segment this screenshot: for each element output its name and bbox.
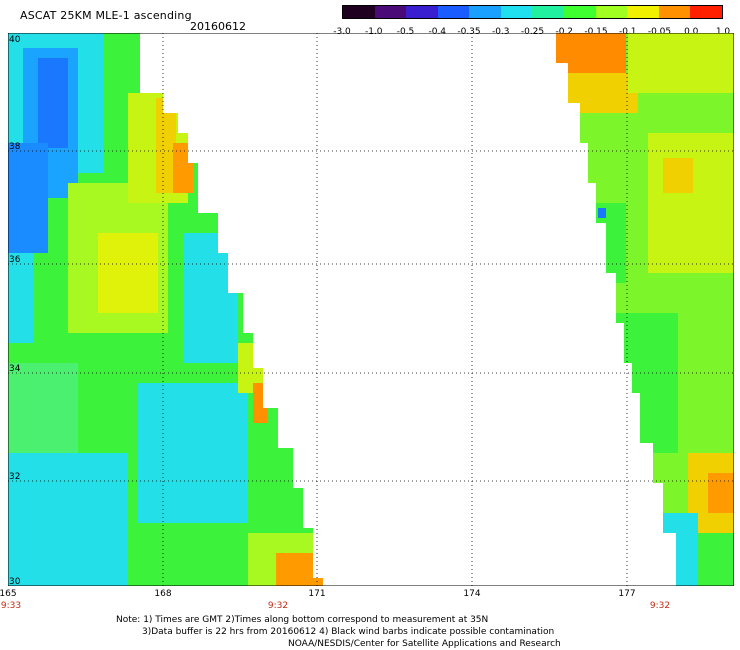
color-scale-label: -0.25 — [520, 27, 545, 37]
color-scale-bar — [342, 5, 723, 19]
note-line-2: 3)Data buffer is 22 hrs from 20160612 4)… — [142, 627, 555, 637]
lon-tick-label: 177 — [618, 589, 635, 599]
color-scale-segment — [564, 6, 596, 18]
color-scale-segment — [406, 6, 438, 18]
lat-tick-label: 38 — [9, 142, 21, 152]
product-title: ASCAT 25KM MLE-1 ascending — [20, 9, 192, 22]
color-scale-label: 0.0 — [684, 27, 699, 37]
swath-left — [8, 33, 323, 586]
color-scale-label: -0.3 — [491, 27, 510, 37]
lat-tick-label: 30 — [9, 577, 21, 586]
color-scale-segment — [658, 6, 691, 18]
color-scale-label: 1.0 — [715, 27, 731, 37]
color-scale-segment — [374, 6, 407, 18]
color-scale-segment — [532, 6, 565, 18]
color-scale-segment — [627, 6, 659, 18]
lat-tick-label: 40 — [9, 35, 21, 45]
color-scale-label: -0.35 — [457, 27, 481, 37]
note-line-3: NOAA/NESDIS/Center for Satellite Applica… — [288, 639, 561, 649]
color-scale-label: -0.1 — [618, 27, 637, 37]
color-scale-segment — [469, 6, 501, 18]
note-line-1: Note: 1) Times are GMT 2)Times along bot… — [116, 615, 489, 625]
color-scale-segment — [595, 6, 628, 18]
swath-right — [556, 33, 734, 586]
axis-labels-bottom: 165 168 171 174 177 9:33 9:32 9:32 — [0, 589, 670, 611]
lon-tick-label: 174 — [463, 589, 480, 599]
color-scale-label: -3.0 — [333, 27, 351, 37]
lat-tick-label: 32 — [9, 472, 20, 482]
lon-tick-label: 168 — [154, 589, 171, 599]
product-date: 20160612 — [190, 20, 246, 33]
color-scale-segment — [343, 6, 375, 18]
lon-tick-label: 171 — [308, 589, 325, 599]
color-scale-segment — [500, 6, 533, 18]
lon-tick-label: 165 — [0, 589, 17, 599]
lat-tick-label: 34 — [9, 364, 21, 374]
color-scale-label: -0.05 — [647, 27, 672, 37]
color-scale-labels: -3.0 -1.0 -0.5 -0.4 -0.35 -0.3 -0.25 -0.2 -0.15-… — [333, 27, 730, 39]
wind-map: 40 38 36 34 32 30 — [8, 33, 734, 586]
grid-lines — [8, 33, 734, 586]
lat-labels: 40 38 36 34 32 30 — [9, 35, 21, 586]
color-scale-label: -0.15 — [584, 27, 608, 37]
swath-time-label: 9:32 — [650, 601, 670, 611]
color-scale-label: -0.5 — [396, 27, 415, 37]
lat-tick-label: 36 — [9, 255, 21, 265]
color-scale-label: -0.4 — [428, 27, 447, 37]
color-scale-label: -0.2 — [555, 27, 574, 37]
swath-time-label: 9:33 — [1, 601, 21, 611]
color-scale-segment — [690, 6, 722, 18]
swath-time-label: 9:32 — [268, 601, 288, 611]
color-scale-label: -1.0 — [364, 27, 383, 37]
color-scale-segment — [437, 6, 470, 18]
